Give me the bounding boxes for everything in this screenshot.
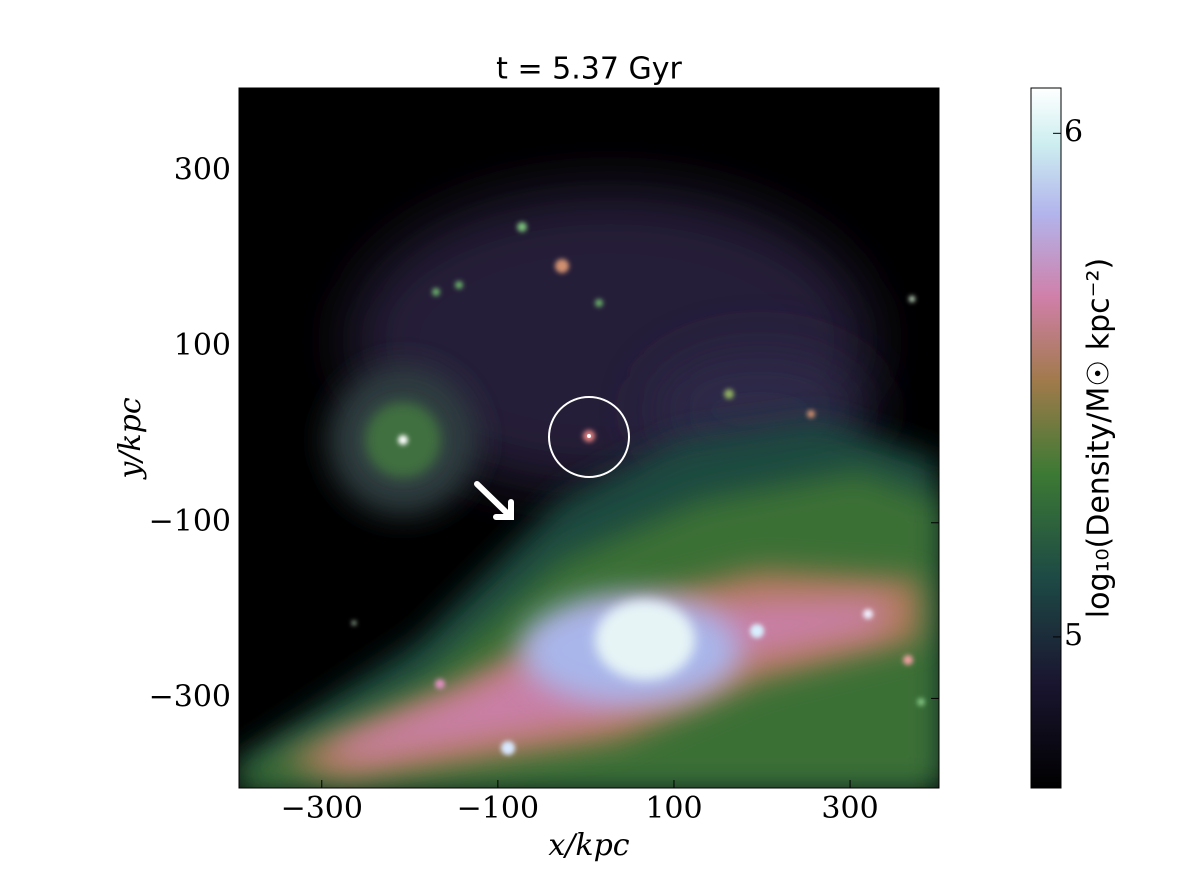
x-tick-label: 300 <box>821 791 878 826</box>
y-axis-label: y/kpc <box>113 397 148 480</box>
x-tick-label: 100 <box>645 791 702 826</box>
colorbar-tick-label: 6 <box>1064 114 1083 149</box>
plot-frame <box>238 87 940 789</box>
colorbar-tick-label: 5 <box>1064 618 1083 653</box>
chart-title: t = 5.37 Gyr <box>496 52 682 87</box>
x-tick-label: −100 <box>457 791 539 826</box>
colorbar <box>1030 87 1062 789</box>
y-tick-label: −300 <box>149 679 231 714</box>
y-tick-label: 300 <box>174 152 231 187</box>
colorbar-label: log₁₀(Density/M☉ kpc⁻²) <box>1082 258 1117 618</box>
y-tick-label: 100 <box>174 328 231 363</box>
y-tick-label: −100 <box>149 504 231 539</box>
highlight-circle <box>548 396 630 478</box>
arrow <box>474 481 514 520</box>
density-image <box>239 88 939 788</box>
x-axis-label: x/kpc <box>548 828 629 863</box>
x-tick-label: −300 <box>281 791 363 826</box>
